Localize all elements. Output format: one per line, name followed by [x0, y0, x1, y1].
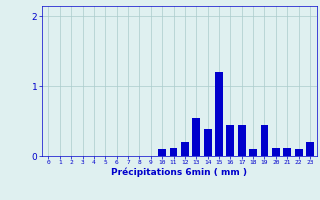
Bar	[181, 142, 189, 156]
Bar	[181, 142, 189, 156]
Bar	[170, 148, 178, 156]
Bar	[192, 118, 200, 156]
Bar	[260, 125, 268, 156]
Bar	[170, 148, 178, 156]
Bar	[238, 125, 246, 156]
Bar	[260, 125, 268, 156]
Bar	[158, 149, 166, 156]
Bar	[226, 125, 234, 156]
Bar	[249, 149, 257, 156]
Bar	[272, 148, 280, 156]
Bar	[249, 149, 257, 156]
Bar	[215, 72, 223, 156]
X-axis label: Précipitations 6min ( mm ): Précipitations 6min ( mm )	[111, 168, 247, 177]
Bar	[295, 149, 303, 156]
Bar	[158, 149, 166, 156]
Bar	[283, 148, 291, 156]
Bar	[272, 148, 280, 156]
Bar	[192, 118, 200, 156]
Bar	[226, 125, 234, 156]
Bar	[215, 72, 223, 156]
Bar	[295, 149, 303, 156]
Bar	[306, 142, 314, 156]
Bar	[238, 125, 246, 156]
Bar	[283, 148, 291, 156]
Bar	[204, 129, 212, 156]
Bar	[306, 142, 314, 156]
Bar	[204, 129, 212, 156]
